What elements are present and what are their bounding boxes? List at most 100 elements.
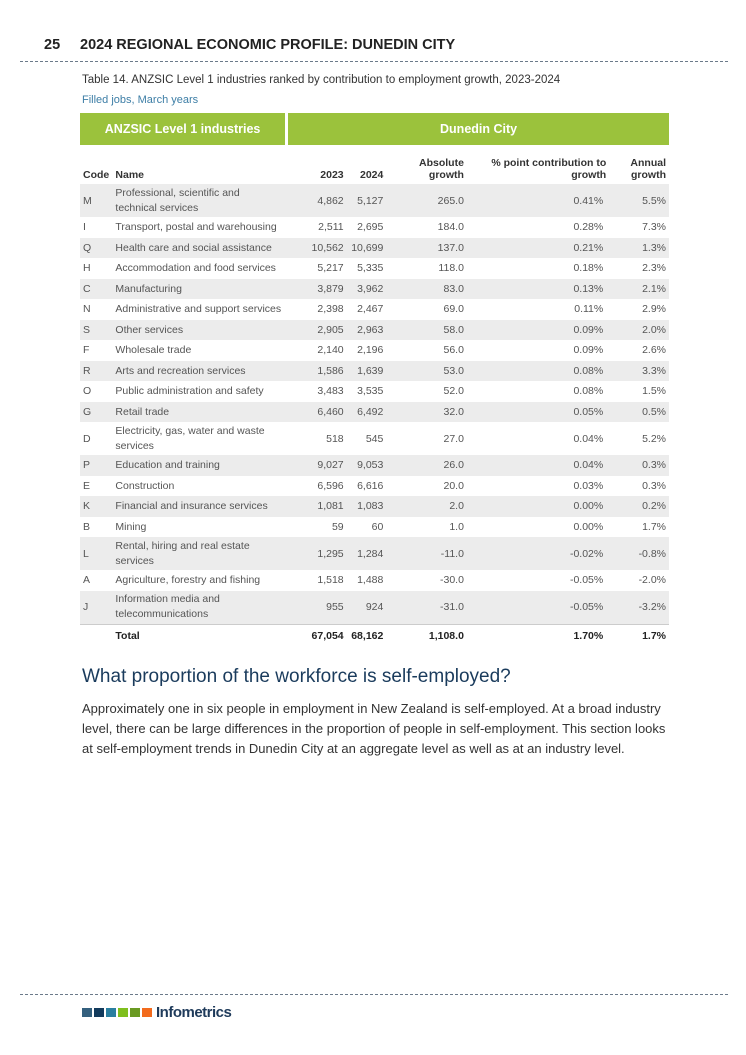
logo-square — [82, 1008, 92, 1017]
table-row: H Accommodation and food services 5,217 5,3… — [80, 258, 669, 279]
annual-growth: 5.2% — [642, 432, 666, 445]
table-row: D Electricity, gas, water and waste servi… — [80, 422, 669, 455]
table-row: R Arts and recreation services 1,586 1,639 5… — [80, 360, 669, 381]
code-cell: K — [80, 496, 113, 517]
infometrics-logo: Infometrics — [82, 1004, 232, 1021]
name-cell: Construction — [115, 479, 175, 492]
value-2024: 1,284 — [346, 537, 387, 570]
pct-contribution: -0.05% — [569, 574, 604, 587]
absolute-growth: 32.0 — [386, 401, 467, 422]
name-cell: Professional, scientific and technical s… — [112, 184, 287, 217]
name-cell: Other services — [112, 319, 287, 340]
code-cell: S — [80, 319, 113, 340]
table-row: J Information media and telecommunication… — [80, 590, 669, 624]
value-2023: 955 — [286, 590, 347, 624]
value-2023: 1,586 — [286, 360, 347, 381]
code-cell: J — [80, 590, 113, 624]
annual-growth: -0.8% — [609, 537, 669, 570]
value-2023: 2,398 — [317, 303, 344, 316]
name-cell: Arts and recreation services — [112, 360, 287, 381]
absolute-growth: 1,108.0 — [386, 623, 467, 647]
table-caption: Table 14. ANZSIC Level 1 industries rank… — [82, 74, 561, 86]
value-2024: 9,053 — [346, 455, 387, 476]
table-row: E Construction 6,596 6,616 20.0 0.03% 0.3% — [80, 476, 669, 497]
name-cell: Wholesale trade — [115, 344, 192, 357]
pct-contribution: 0.09% — [466, 319, 610, 340]
table-row: A Agriculture, forestry and fishing 1,518 1… — [80, 570, 669, 591]
pct-contribution: 0.08% — [466, 360, 610, 381]
value-2024: 545 — [365, 432, 384, 445]
value-2024: 60 — [371, 520, 384, 533]
annual-growth: 2.6% — [642, 344, 666, 357]
annual-growth: 2.9% — [642, 303, 666, 316]
pct-contribution: -0.02% — [466, 537, 610, 570]
absolute-growth: 69.0 — [443, 303, 464, 316]
pct-contribution: -0.05% — [466, 590, 610, 624]
value-2023: 518 — [326, 432, 344, 445]
annual-growth: 2.3% — [642, 262, 666, 275]
code-cell — [80, 623, 113, 647]
logo-square — [94, 1008, 104, 1017]
absolute-growth: 26.0 — [386, 455, 467, 476]
pct-contribution: 0.00% — [466, 496, 610, 517]
pct-contribution: 0.03% — [573, 479, 604, 492]
logo-square — [142, 1008, 152, 1017]
annual-growth: -2.0% — [638, 574, 666, 587]
table-row: N Administrative and support services 2,39… — [80, 299, 669, 320]
name-cell: Information media and telecommunications — [112, 590, 287, 624]
value-2024: 5,127 — [346, 184, 387, 217]
annual-growth: 1.3% — [609, 237, 669, 258]
absolute-growth: 184.0 — [437, 221, 464, 234]
name-cell: Health care and social assistance — [112, 237, 287, 258]
pct-contribution: 0.13% — [466, 278, 610, 299]
pct-contribution: 0.04% — [573, 432, 604, 445]
annual-growth: 0.2% — [609, 496, 669, 517]
value-2023: 5,217 — [317, 262, 344, 275]
value-2024: 2,963 — [346, 319, 387, 340]
name-cell: Electricity, gas, water and waste servic… — [115, 424, 265, 452]
pct-contribution: 0.18% — [573, 262, 604, 275]
value-2024: 10,699 — [346, 237, 387, 258]
column-header: Annual growth — [630, 157, 666, 181]
footer-divider — [20, 994, 728, 995]
pct-contribution: 0.21% — [466, 237, 610, 258]
value-2023: 6,596 — [317, 479, 344, 492]
code-cell: H — [83, 262, 91, 275]
absolute-growth: 137.0 — [386, 237, 467, 258]
value-2023: 2,140 — [317, 344, 344, 357]
code-cell: N — [83, 303, 91, 316]
code-cell: O — [83, 385, 92, 398]
value-2023: 6,460 — [286, 401, 347, 422]
table-row: P Education and training 9,027 9,053 26.0 0.0… — [80, 455, 669, 476]
column-header: Code — [83, 169, 110, 181]
name-cell: Mining — [115, 520, 147, 533]
table-row: C Manufacturing 3,879 3,962 83.0 0.13% 2.1% — [80, 278, 669, 299]
code-cell: R — [80, 360, 113, 381]
absolute-growth: 265.0 — [386, 184, 467, 217]
name-cell: Education and training — [112, 455, 287, 476]
pct-contribution: 0.11% — [574, 303, 604, 316]
pct-contribution: 0.08% — [573, 385, 604, 398]
absolute-growth: 83.0 — [386, 278, 467, 299]
annual-growth: 1.7% — [609, 623, 669, 647]
absolute-growth: 58.0 — [386, 319, 467, 340]
value-2023: 4,862 — [286, 184, 347, 217]
table-row: Q Health care and social assistance 10,562… — [80, 237, 669, 258]
annual-growth: -3.2% — [609, 590, 669, 624]
value-2023: 1,518 — [317, 574, 344, 587]
code-cell: M — [80, 184, 113, 217]
group-header-industries: ANZSIC Level 1 industries — [80, 113, 287, 145]
logo-square — [118, 1008, 128, 1017]
value-2023: 9,027 — [286, 455, 347, 476]
absolute-growth: 52.0 — [443, 385, 464, 398]
logo-text: Infometrics — [156, 1004, 232, 1021]
absolute-growth: 118.0 — [438, 262, 464, 275]
value-2024: 3,962 — [346, 278, 387, 299]
value-2024: 924 — [346, 590, 387, 624]
pct-contribution: 1.70% — [466, 623, 610, 647]
name-cell: Total — [112, 623, 287, 647]
pct-contribution: 0.09% — [573, 344, 604, 357]
name-cell: Agriculture, forestry and fishing — [115, 574, 261, 587]
annual-growth: 0.3% — [642, 479, 666, 492]
value-2024: 2,467 — [357, 303, 384, 316]
